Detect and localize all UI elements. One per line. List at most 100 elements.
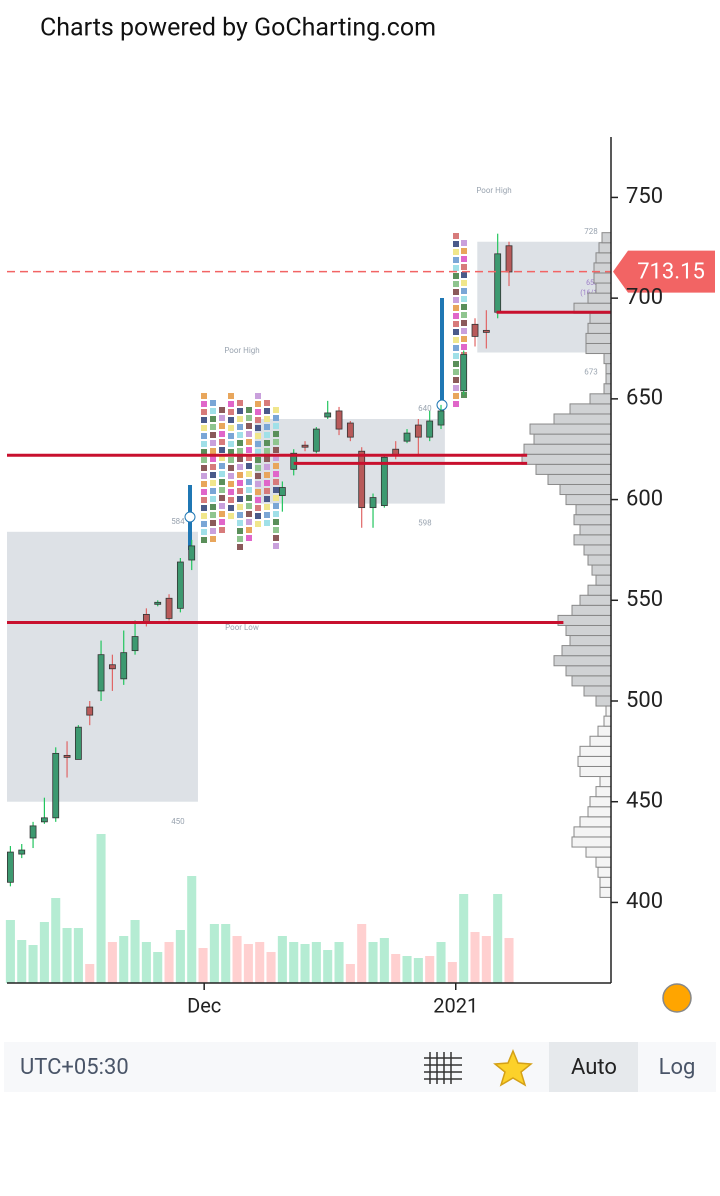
footprint-cell — [264, 424, 270, 430]
footprint-cell — [246, 527, 252, 533]
footprint-cell — [255, 505, 261, 511]
footprint-cell — [461, 256, 467, 262]
footprint-cell — [264, 400, 270, 406]
status-indicator[interactable] — [662, 983, 692, 1013]
profile-bar — [577, 755, 612, 767]
footprint-cell — [201, 393, 207, 399]
footprint-cell — [453, 265, 459, 271]
footprint-cell — [246, 495, 252, 501]
footprint-cell — [228, 425, 234, 431]
footprint-cell — [453, 305, 459, 311]
footprint-cell — [219, 447, 225, 453]
x-tick-label: Dec — [187, 993, 221, 1017]
profile-bar — [599, 886, 612, 898]
profile-bar — [569, 403, 612, 415]
footprint-cell — [255, 481, 261, 487]
footprint-cell — [264, 480, 270, 486]
profile-bar — [583, 685, 612, 697]
profile-bar — [603, 383, 612, 395]
footprint-cell — [210, 536, 216, 542]
profile-bar — [523, 443, 612, 455]
footprint-cell — [237, 456, 243, 462]
footprint-cell — [228, 409, 234, 415]
footprint-cell — [255, 433, 261, 439]
footprint-cell — [237, 432, 243, 438]
candle-body — [471, 323, 479, 337]
volume-bar — [481, 936, 491, 983]
footprint-cell — [453, 241, 459, 247]
volume-bar — [289, 942, 299, 983]
auto-button[interactable] — [549, 1042, 638, 1092]
footprint-cell — [273, 463, 279, 469]
auto-label[interactable]: Auto — [571, 1055, 617, 1080]
volume-bar — [85, 964, 95, 983]
profile-bar — [589, 796, 612, 808]
volume-bar — [130, 920, 140, 983]
footprint-cell — [237, 424, 243, 430]
footprint-cell — [228, 497, 234, 503]
footprint-cell — [237, 408, 243, 414]
footprint-cell — [201, 537, 207, 543]
profile-bar — [598, 242, 612, 254]
footprint-cell — [219, 455, 225, 461]
footprint-cell — [246, 519, 252, 525]
profile-bar — [571, 836, 612, 848]
profile-bar — [603, 715, 612, 727]
footprint-cell — [264, 504, 270, 510]
favorite-star[interactable] — [493, 1049, 533, 1087]
footprint-cell — [453, 385, 459, 391]
last-price-label: 713.15 — [637, 259, 705, 284]
volume-bar — [334, 942, 344, 983]
footprint-cell — [237, 448, 243, 454]
y-tick-label: 650 — [626, 386, 663, 411]
candle-body — [414, 424, 422, 438]
footprint-cell — [453, 353, 459, 359]
footprint-cell — [210, 448, 216, 454]
footprint-cell — [201, 505, 207, 511]
footprint-cell — [453, 257, 459, 263]
footprint-cell — [255, 497, 261, 503]
candle-body — [369, 497, 377, 509]
log-label[interactable]: Log — [659, 1055, 696, 1080]
timezone[interactable]: UTC+05:30 — [20, 1055, 129, 1080]
footprint-cell — [273, 415, 279, 421]
footprint-cell — [219, 407, 225, 413]
profile-bar — [521, 453, 612, 465]
footprint-cell — [210, 528, 216, 534]
footprint-cell — [210, 504, 216, 510]
footprint-cell — [201, 433, 207, 439]
candle-body — [86, 706, 94, 716]
footprint-cell — [246, 415, 252, 421]
volume-bar — [17, 940, 27, 983]
grid-toggle[interactable] — [424, 1052, 462, 1084]
footprint-cell — [246, 439, 252, 445]
profile-bar — [599, 876, 612, 888]
footprint-cell — [219, 439, 225, 445]
profile-bar — [557, 614, 612, 626]
volume-bar — [107, 942, 117, 983]
footprint-cell — [255, 513, 261, 519]
session-marker-dot — [184, 511, 196, 523]
footprint-cell — [461, 312, 467, 318]
footprint-cell — [264, 512, 270, 518]
candle-body — [63, 754, 71, 758]
candle-body — [176, 561, 184, 609]
footprint-cell — [264, 408, 270, 414]
volume-bar — [368, 942, 378, 983]
footprint-cell — [273, 407, 279, 413]
footprint-cell — [237, 400, 243, 406]
footprint-cell — [255, 489, 261, 495]
footprint-cell — [453, 401, 459, 407]
profile-bar — [595, 856, 612, 868]
volume-bar — [119, 936, 129, 983]
footprint-cell — [228, 433, 234, 439]
footprint-cell — [453, 289, 459, 295]
y-tick-label: 450 — [626, 789, 663, 814]
footprint-cell — [201, 481, 207, 487]
footprint-cell — [264, 416, 270, 422]
profile-bar — [535, 463, 612, 475]
footprint-cell — [246, 511, 252, 517]
profile-bar — [595, 252, 612, 264]
footprint-cell — [210, 440, 216, 446]
footprint-cell — [237, 488, 243, 494]
